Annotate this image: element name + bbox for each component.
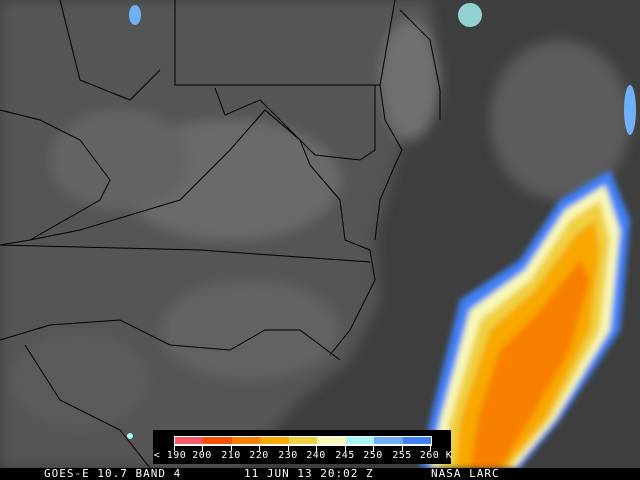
legend-tick xyxy=(316,446,317,451)
legend-swatch xyxy=(345,437,375,444)
legend-label: 260 K xyxy=(419,450,453,461)
legend-swatch xyxy=(374,437,403,444)
timestamp-label: 11 JUN 13 20:02 Z xyxy=(244,467,374,480)
legend-swatch xyxy=(231,437,261,444)
temperature-legend: < 190 200 210 220 230 240 245 250 255 26… xyxy=(153,430,453,464)
legend-tick xyxy=(202,446,203,451)
legend-tick xyxy=(373,446,374,451)
legend-tick xyxy=(288,446,289,451)
legend-tick xyxy=(345,446,346,451)
legend-label: 220 xyxy=(249,450,269,461)
legend-label: 240 xyxy=(306,450,326,461)
legend-tick xyxy=(231,446,232,451)
cloud-system xyxy=(127,3,636,468)
legend-label: 250 xyxy=(363,450,383,461)
image-caption-bar: GOES-E 10.7 BAND 4 11 JUN 13 20:02 Z NAS… xyxy=(0,468,640,480)
legend-tick xyxy=(259,446,260,451)
legend-label: 245 xyxy=(335,450,355,461)
credit-label: NASA LARC xyxy=(431,467,500,480)
legend-label: < 190 xyxy=(153,450,187,461)
satellite-band-label: GOES-E 10.7 BAND 4 xyxy=(44,467,182,480)
legend-label: 255 xyxy=(392,450,412,461)
legend-color-bar xyxy=(174,436,432,445)
infrared-satellite-map xyxy=(0,0,640,468)
legend-tick xyxy=(402,446,403,451)
legend-label: 210 xyxy=(221,450,241,461)
legend-swatch xyxy=(317,437,346,444)
state-borders xyxy=(0,0,441,468)
legend-tick xyxy=(430,446,431,451)
legend-label: 200 xyxy=(192,450,212,461)
legend-swatch xyxy=(260,437,289,444)
legend-swatch xyxy=(288,437,318,444)
land-area xyxy=(0,0,630,468)
legend-ticks xyxy=(174,445,432,451)
legend-swatch xyxy=(175,437,204,444)
legend-tick xyxy=(174,446,175,451)
legend-swatch xyxy=(203,437,232,444)
legend-swatch xyxy=(402,437,431,444)
legend-label: 230 xyxy=(278,450,298,461)
